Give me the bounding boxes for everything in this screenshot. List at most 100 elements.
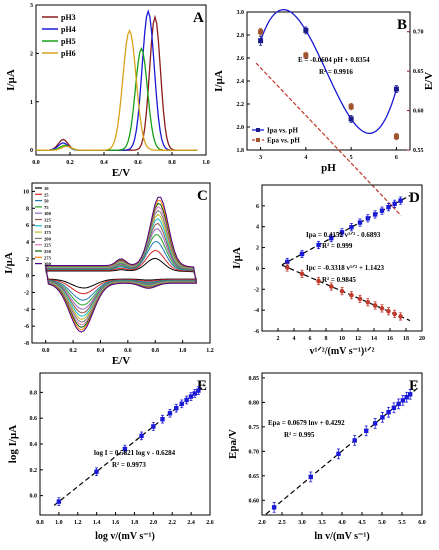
equation: E = -0.0604 pH + 0.8354 [298,56,370,64]
epa-fit-line [255,62,402,216]
curve-pH6 [36,28,198,151]
data-point [372,421,378,426]
x-axis-label: E/V [112,167,130,179]
data-point-Ipa [379,208,385,213]
x-tick-label: 1.6 [112,520,120,526]
legend-label: 250 [44,249,52,254]
panel-letter: A [193,10,204,26]
data-point-Ipc [328,284,334,289]
x-tick-label: 20 [419,336,425,342]
data-point-Ipc [398,314,403,319]
data-point-Ipa [357,220,363,225]
r-squared-ipc: R² = 0.9845 [322,276,356,284]
x-tick-label: 5.0 [378,520,386,526]
curve-pH5 [36,46,198,151]
data-point [380,415,385,420]
y-tick-label: 2.6 [237,56,245,62]
panel-letter: F [409,378,418,394]
y-tick-label: -6 [24,324,29,330]
y-tick-label: 0.80 [249,400,260,406]
data-point-Ipc [349,292,354,298]
plot-frame [35,4,207,156]
x-tick-label: 18 [403,336,409,342]
y-tick-label: 6 [256,204,259,210]
x-tick-label: 6 [395,155,398,161]
y-axis-label: log I/µA [7,425,19,463]
ipa-point [258,38,264,44]
x-tick-label: 4.5 [358,520,366,526]
y-tick-label: 2.2 [237,102,245,108]
data-point-Ipa [316,242,321,248]
y-tick-label: -8 [24,341,29,347]
ipa-point [303,27,309,33]
y-tick-label: -2 [24,290,29,296]
x-tick-label: 0.6 [124,348,132,354]
y2-tick-label: 0.60 [413,109,424,115]
y-tick-label: 0 [256,266,259,272]
y-tick-label: 0.0 [30,494,38,500]
data-point [184,397,189,403]
legend-label: Epa vs. pH [267,137,300,145]
panel-B: 3 4 5 6 1.8 2.0 2.2 2.4 2.6 2.8 3.0 pH I/µA B 0.55 0.60… [213,8,435,216]
data-point-Ipc [386,308,391,314]
x-tick-label: 4 [293,336,296,342]
plot-frame [261,372,423,516]
legend-label: Ipa vs. pH [267,127,298,135]
x-axis-label: log v/(mV s⁻¹) [95,531,155,542]
equation-ipc: Ipc = -0.3318 v¹ᐟ² + 1.1423 [306,264,384,272]
x-tick-label: 3.5 [318,520,326,526]
legend-label: 300 [44,262,52,267]
x-axis-label: ln v/(mV s⁻¹) [314,531,369,542]
plot-frame [31,182,211,344]
x-tick-label: 0.8 [36,520,44,526]
epa-point [303,52,309,58]
x-tick-label: 1.2 [74,520,82,526]
data-point-Ipa [299,251,305,257]
x-tick-label: 2.5 [278,520,286,526]
r-squared-ipa: R² = 0.999 [322,242,353,250]
data-point-Ipa [285,259,290,265]
data-point [151,424,156,429]
x-tick-label: 0.4 [97,348,105,354]
x-tick-label: 2 [277,336,280,342]
data-point [139,433,144,439]
y-tick-label: 0.4 [30,442,38,448]
data-point-Ipc [357,296,363,302]
y2-tick-label: 0.70 [413,30,424,36]
data-point [94,469,99,474]
y2-tick-label: 0.55 [413,148,424,154]
data-point-Ipc [365,299,371,305]
x-tick-label: 4 [304,155,307,161]
data-point [192,391,197,396]
y-tick-label: 0.70 [249,449,260,455]
equation: Epa = 0.0679 lnv + 0.4292 [268,419,345,427]
data-point [167,411,173,416]
epa-point [258,29,264,35]
x-tick-label: 1.4 [93,520,101,526]
data-point [308,474,313,480]
data-point-Ipc [299,271,305,277]
data-point [386,410,391,415]
y-axis-label: I/µA [5,69,17,91]
epa-point [393,134,399,140]
data-point [404,394,409,400]
x-tick-label: 1.0 [179,348,187,354]
data-point [396,401,401,407]
y-axis-label: I/µA [231,247,243,269]
panel-C: 0.0 0.2 0.4 0.6 0.8 1.0 1.2 -8 -6 -4 -2 0 2 4 6 8 10 E/V I… [3,182,214,367]
ipa-point [348,116,354,122]
y-tick-label: 2 [26,257,29,263]
x-tick-label: 0.2 [69,348,77,354]
data-point [196,388,201,393]
y-tick-label: -2 [254,287,259,293]
data-point-Ipa [329,235,334,241]
data-point [364,428,369,434]
legend-label: 100 [44,211,52,216]
legend-marker [256,128,260,132]
legend-label: pH3 [61,13,76,22]
x-tick-label: 3.0 [298,520,306,526]
data-point [56,499,62,504]
legend-label: 50 [44,199,49,204]
y-tick-label: 10 [23,189,29,195]
y-tick-label: 0 [26,274,29,280]
